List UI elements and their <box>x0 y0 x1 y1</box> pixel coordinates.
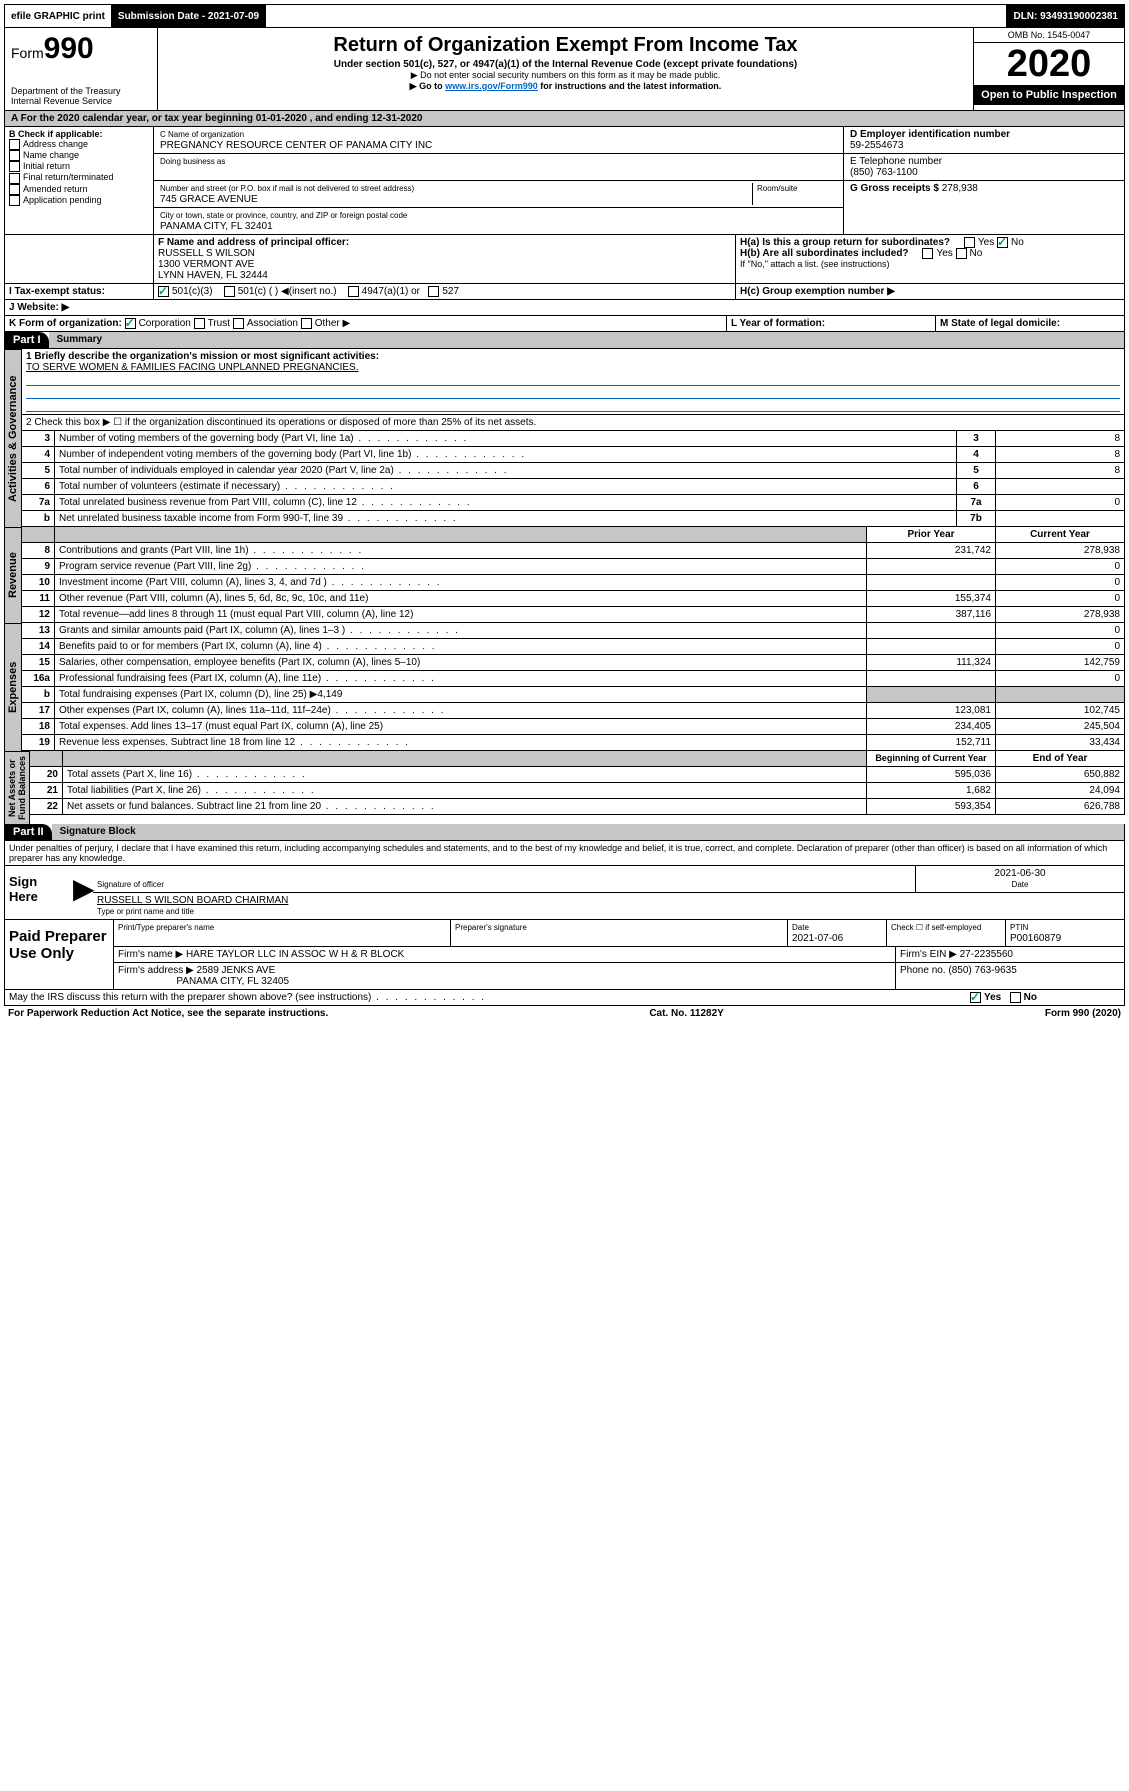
klm-row: K Form of organization: Corporation Trus… <box>4 316 1125 332</box>
org-address: 745 GRACE AVENUE <box>160 194 258 205</box>
revenue-section: Revenue Prior YearCurrent Year 8Contribu… <box>4 527 1125 623</box>
form-number-box: Form990 Department of the Treasury Inter… <box>5 28 158 110</box>
footer: For Paperwork Reduction Act Notice, see … <box>4 1006 1125 1021</box>
i-row: I Tax-exempt status: 501(c)(3) 501(c) ( … <box>4 284 1125 300</box>
officer-name: RUSSELL S WILSON BOARD CHAIRMAN <box>97 895 288 906</box>
submission-date: Submission Date - 2021-07-09 <box>112 5 266 27</box>
form-title: Return of Organization Exempt From Incom… <box>162 34 969 57</box>
fh-row: F Name and address of principal officer:… <box>4 235 1125 284</box>
governance-table: 1 Briefly describe the organization's mi… <box>22 349 1125 527</box>
ein: 59-2554673 <box>850 140 903 151</box>
subtitle: Under section 501(c), 527, or 4947(a)(1)… <box>162 59 969 70</box>
org-city: PANAMA CITY, FL 32401 <box>160 221 273 232</box>
part1-header: Part I Summary <box>4 332 1125 349</box>
discuss-row: May the IRS discuss this return with the… <box>4 990 1125 1006</box>
sign-here-label: Sign Here <box>5 866 73 919</box>
irs-link[interactable]: www.irs.gov/Form990 <box>445 81 538 91</box>
part2-header: Part II Signature Block <box>4 824 1125 841</box>
col-b: B Check if applicable: Address change Na… <box>5 127 154 234</box>
phone: (850) 763-1100 <box>850 167 918 178</box>
note-link: ▶ Go to www.irs.gov/Form990 for instruct… <box>162 81 969 92</box>
expenses-table: 13Grants and similar amounts paid (Part … <box>22 623 1125 751</box>
top-bar: efile GRAPHIC print Submission Date - 20… <box>4 4 1125 28</box>
paid-preparer-section: Paid Preparer Use Only Print/Type prepar… <box>4 920 1125 990</box>
year-box: OMB No. 1545-0047 2020 Open to Public In… <box>974 28 1124 110</box>
side-net: Net Assets orFund Balances <box>4 751 30 824</box>
open-public: Open to Public Inspection <box>974 85 1124 105</box>
firm-name: HARE TAYLOR LLC IN ASSOC W H & R BLOCK <box>186 949 404 960</box>
j-row: J Website: ▶ <box>4 300 1125 316</box>
col-c: C Name of organizationPREGNANCY RESOURCE… <box>154 127 844 234</box>
net-table: Beginning of Current YearEnd of Year 20T… <box>30 751 1125 815</box>
entity-grid: B Check if applicable: Address change Na… <box>4 127 1125 235</box>
col-d: D Employer identification number59-25546… <box>844 127 1124 234</box>
expenses-section: Expenses 13Grants and similar amounts pa… <box>4 623 1125 751</box>
note-ssn: ▶ Do not enter social security numbers o… <box>162 70 969 81</box>
mission: TO SERVE WOMEN & FAMILIES FACING UNPLANN… <box>26 362 358 373</box>
side-revenue: Revenue <box>4 527 22 623</box>
revenue-table: Prior YearCurrent Year 8Contributions an… <box>22 527 1125 623</box>
period-row: A For the 2020 calendar year, or tax yea… <box>4 111 1125 127</box>
spacer <box>266 5 1007 27</box>
org-name: PREGNANCY RESOURCE CENTER OF PANAMA CITY… <box>160 140 432 151</box>
department: Department of the Treasury Internal Reve… <box>11 86 151 106</box>
dln: DLN: 93493190002381 <box>1007 5 1124 27</box>
part1-body: Activities & Governance 1 Briefly descri… <box>4 349 1125 527</box>
net-section: Net Assets orFund Balances Beginning of … <box>4 751 1125 824</box>
paid-preparer-label: Paid Preparer Use Only <box>5 920 114 989</box>
side-expenses: Expenses <box>4 623 22 751</box>
declaration: Under penalties of perjury, I declare th… <box>4 841 1125 866</box>
omb: OMB No. 1545-0047 <box>974 28 1124 43</box>
tax-year: 2020 <box>974 43 1124 85</box>
gross-receipts: 278,938 <box>942 183 978 194</box>
form-header: Form990 Department of the Treasury Inter… <box>4 28 1125 111</box>
title-box: Return of Organization Exempt From Incom… <box>158 28 974 110</box>
sign-here-section: Sign Here ▶ Signature of officer 2021-06… <box>4 866 1125 920</box>
efile-label: efile GRAPHIC print <box>5 5 112 27</box>
side-governance: Activities & Governance <box>4 349 22 527</box>
